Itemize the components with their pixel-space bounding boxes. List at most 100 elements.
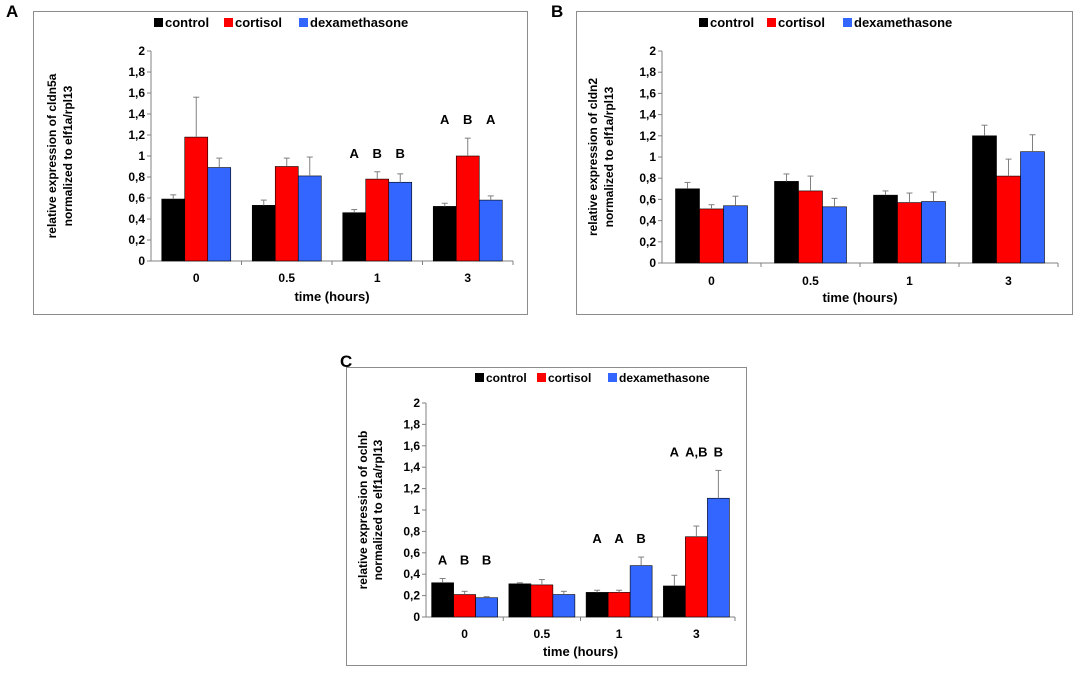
significance-label: A: [350, 146, 360, 161]
y-tick-label: 1,8: [639, 65, 656, 79]
bar-dexamethasone: [723, 205, 748, 264]
bar-cortisol: [453, 594, 476, 618]
legend-swatch-cortisol: [537, 373, 546, 382]
x-tick-label: 3: [464, 271, 471, 285]
legend-label-cortisol: cortisol: [548, 371, 591, 385]
x-tick-label: 0: [461, 627, 468, 641]
y-tick-label: 1,4: [128, 107, 145, 121]
bar-control: [675, 188, 700, 264]
x-tick-label: 3: [1005, 274, 1012, 288]
y-tick-label: 0,8: [128, 170, 145, 184]
bar-cortisol: [699, 208, 724, 264]
y-axis-label: relative expression of cldn5a: [45, 73, 59, 238]
bar-control: [972, 135, 997, 264]
legend-swatch-cortisol: [767, 18, 776, 27]
panel-letter-c: C: [340, 352, 353, 371]
bar-dexamethasone: [297, 175, 322, 262]
y-tick-label: 1: [413, 503, 420, 517]
panel-letter-a: A: [6, 2, 19, 21]
x-axis-label: time (hours): [543, 644, 618, 659]
x-axis-label: time (hours): [822, 290, 897, 305]
significance-label: A: [614, 531, 624, 546]
y-tick-label: 0,4: [639, 214, 656, 228]
y-tick-label: 1: [649, 150, 656, 164]
y-axis-label: normalized to elf1a/rpl13: [602, 86, 616, 227]
legend-label-cortisol: cortisol: [778, 15, 825, 30]
chart-b: control cortisol dexamethasone 0 0,2 0,4 0,6 0,…: [576, 11, 1073, 315]
bar-cortisol: [798, 190, 823, 264]
bar-control: [342, 212, 367, 262]
y-tick-label: 0: [649, 256, 656, 270]
bar-cortisol: [274, 166, 299, 262]
y-tick-label: 0: [413, 610, 420, 624]
y-tick-label: 1,4: [403, 460, 420, 474]
significance-label: A: [670, 444, 680, 459]
legend-label-control: control: [486, 371, 527, 385]
x-tick-label: 1: [374, 271, 381, 285]
legend-label-control: control: [710, 15, 754, 30]
y-axis-label: relative expression of cldn2: [586, 78, 600, 236]
significance-label: A: [440, 112, 450, 127]
significance-label: B: [396, 146, 405, 161]
bar-control: [663, 585, 686, 618]
bar-dexamethasone: [478, 199, 503, 262]
y-tick-label: 1: [138, 149, 145, 163]
legend-swatch-control: [699, 18, 708, 27]
significance-label: B: [714, 444, 723, 459]
y-tick-label: 0,4: [128, 212, 145, 226]
y-tick-label: 2: [413, 396, 420, 410]
bar-cortisol: [365, 178, 390, 262]
y-tick-label: 1,6: [639, 86, 656, 100]
y-tick-label: 0: [138, 254, 145, 268]
x-axis-label: time (hours): [294, 289, 369, 304]
y-tick-label: 2: [138, 44, 145, 58]
significance-label: B: [482, 552, 491, 567]
bar-dexamethasone: [475, 597, 498, 618]
x-tick-label: 1: [616, 627, 623, 641]
chart-b-svg: control cortisol dexamethasone 0 0,2 0,4 0,6 0,…: [586, 15, 1059, 305]
y-tick-label: 1,8: [128, 65, 145, 79]
chart-c-svg: control cortisol dexamethasone 0 0,2 0,4 0,6 0,…: [356, 371, 736, 659]
y-axis-label: normalized to elf1a/rpl13: [371, 439, 385, 580]
bar-dexamethasone: [629, 565, 653, 618]
bar-control: [251, 205, 276, 262]
y-tick-label: 1,6: [128, 86, 145, 100]
legend-label-dexamethasone: dexamethasone: [619, 371, 710, 385]
chart-a: control cortisol dexamethasone 0 0,2 0,4 0,6 0,…: [33, 11, 528, 315]
bar-cortisol: [996, 175, 1021, 264]
x-tick-label: 0.5: [802, 274, 819, 288]
bar-cortisol: [685, 536, 708, 618]
y-tick-label: 0,4: [403, 567, 420, 581]
bar-dexamethasone: [921, 201, 946, 264]
y-tick-label: 1,2: [403, 482, 420, 496]
y-tick-label: 0,8: [639, 171, 656, 185]
y-tick-label: 0,2: [403, 589, 420, 603]
bar-cortisol: [530, 584, 554, 618]
bar-control: [873, 194, 898, 264]
legend-label-dexamethasone: dexamethasone: [854, 15, 952, 30]
significance-label: A: [592, 531, 602, 546]
significance-label: B: [463, 112, 472, 127]
y-tick-label: 1,8: [403, 417, 420, 431]
bar-control: [585, 592, 609, 618]
bar-dexamethasone: [822, 206, 847, 264]
bar-dexamethasone: [207, 167, 232, 262]
legend-label-dexamethasone: dexamethasone: [310, 15, 408, 30]
bar-control: [432, 206, 457, 262]
significance-label: B: [373, 146, 382, 161]
x-tick-label: 1: [906, 274, 913, 288]
x-tick-label: 3: [693, 627, 700, 641]
legend-swatch-dexamethasone: [299, 18, 308, 27]
panel-letter-b: B: [551, 2, 564, 21]
significance-label: A: [486, 112, 496, 127]
legend-swatch-cortisol: [224, 18, 233, 27]
x-tick-label: 0.5: [278, 271, 295, 285]
y-tick-label: 1,4: [639, 108, 656, 122]
y-tick-label: 0,6: [639, 192, 656, 206]
y-tick-label: 0,8: [403, 524, 420, 538]
bar-control: [508, 583, 532, 618]
chart-a-svg: control cortisol dexamethasone 0 0,2 0,4 0,6 0,…: [45, 15, 514, 304]
y-tick-label: 0,2: [639, 235, 656, 249]
bar-control: [431, 582, 454, 618]
y-tick-label: 0,6: [403, 546, 420, 560]
